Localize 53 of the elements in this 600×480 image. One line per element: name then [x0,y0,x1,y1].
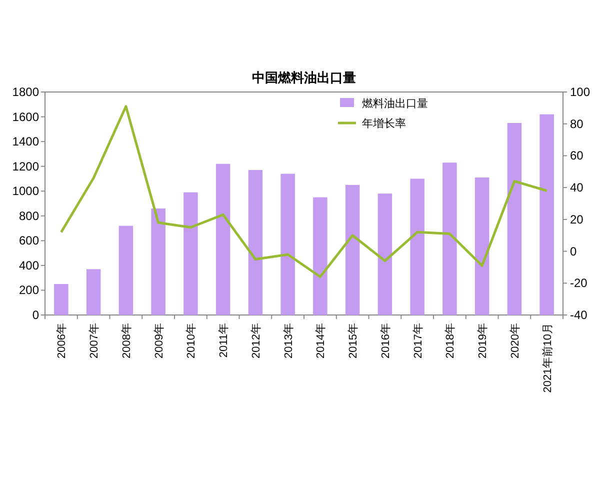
y2-tick-label: -20 [570,276,588,290]
y-tick-label: 1000 [12,184,40,198]
x-tick-label: 2017年 [412,323,424,358]
bar [86,269,101,315]
bar [474,177,490,315]
bar [216,164,230,315]
x-tick-label: 2006年 [56,323,68,358]
x-tick-label: 2012年 [250,323,262,358]
x-tick-label: 2011年 [218,323,230,358]
x-tick-label: 2010年 [186,323,198,358]
y2-tick-label: 40 [570,180,584,195]
y-tick-label: 800 [18,208,40,223]
bar [151,208,166,315]
x-tick-label: 2015年 [348,323,360,358]
y-tick-label: 1600 [12,110,40,124]
legend-label: 燃料油出口量 [362,97,428,110]
bar [410,178,424,315]
x-tick-label: 2018年 [444,323,457,358]
y-tick-label: 400 [18,258,40,272]
x-tick-label: 2019年 [477,323,490,358]
y2-tick-label: 60 [570,148,584,163]
bar [345,184,360,315]
y2-tick-label: 80 [570,116,584,131]
bar [184,192,198,315]
y-tick-label: 1200 [12,159,40,174]
bar [280,174,295,315]
y2-tick-label: 100 [570,85,590,99]
y-tick-label: 1400 [12,134,40,149]
y-tick-label: 200 [18,283,40,298]
y-tick-label: 0 [32,308,40,322]
bar [540,114,554,315]
y-tick-label: 600 [18,234,40,248]
bar [248,170,263,315]
y2-tick-label: -40 [570,308,588,322]
x-tick-label: 2014年 [315,323,328,358]
x-tick-label: 2021年前10月 [542,323,554,393]
bar [442,162,457,315]
bar [54,284,68,315]
y2-tick-label: 20 [570,212,584,226]
legend-label: 年增长率 [362,117,406,130]
x-tick-label: 2013年 [282,323,295,358]
x-tick-label: 2007年 [88,323,101,358]
x-tick-label: 2009年 [153,323,166,358]
chart-title: 中国燃料油出口量 [252,70,356,85]
y-tick-label: 1800 [12,85,40,99]
x-tick-label: 2020年 [509,323,522,358]
x-tick-label: 2016年 [380,323,392,358]
bar [378,194,392,315]
bar [118,226,134,315]
bar [313,197,328,315]
x-tick-label: 2008年 [120,323,133,358]
bar [507,122,522,315]
y2-tick-label: 0 [570,244,577,258]
